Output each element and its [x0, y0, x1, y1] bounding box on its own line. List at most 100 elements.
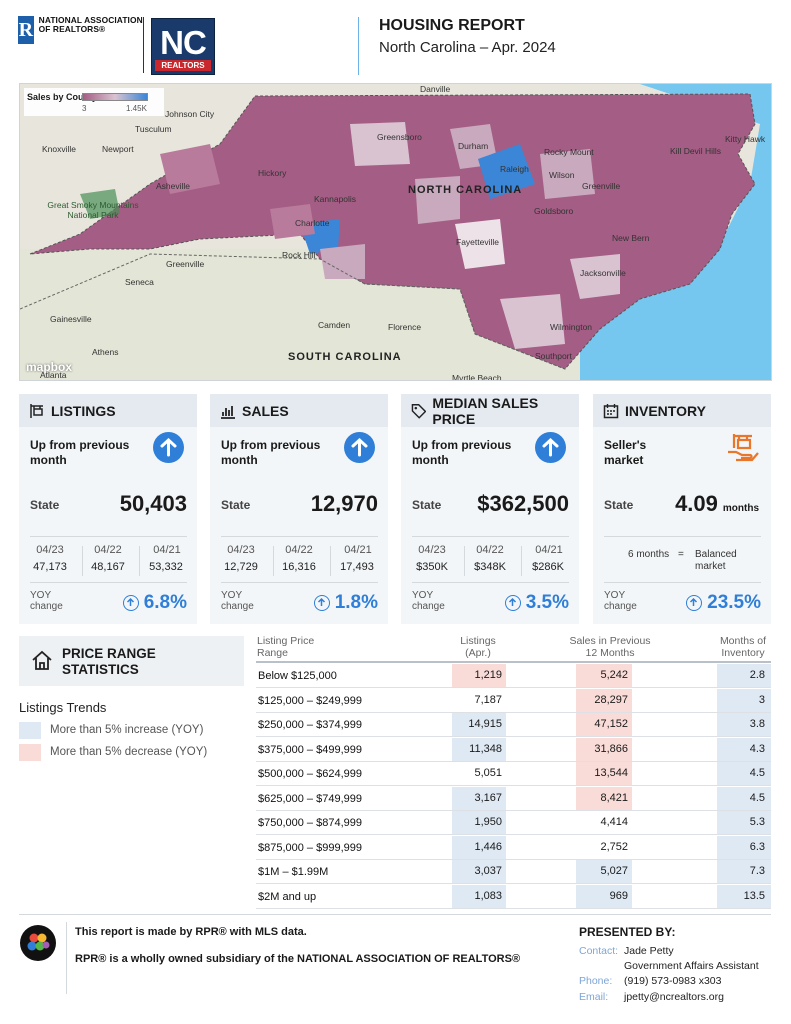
sales-cell: 5,027 — [576, 860, 632, 883]
sales-card-title: SALES — [242, 402, 289, 419]
county-wilmington — [500, 294, 565, 349]
map-place-label: Gainesville — [50, 314, 92, 324]
balanced-right: Balanced market — [695, 549, 737, 572]
footer-vertical-divider — [66, 922, 67, 994]
nar-logo: R NATIONAL ASSOCIATION OF REALTORS® — [18, 16, 143, 50]
map-place-label: Newport — [102, 144, 134, 154]
median-price-yoy: 3.5% — [504, 592, 569, 614]
months-inventory-cell: 4.3 — [717, 737, 771, 761]
arrow-up-icon — [344, 432, 375, 463]
inventory-yoy: 23.5% — [686, 592, 761, 614]
decrease-swatch — [19, 744, 41, 761]
contact-name: Jade Petty — [624, 945, 674, 957]
divider — [464, 546, 465, 576]
map-state-label: NORTH CAROLINA — [408, 184, 523, 196]
divider — [330, 546, 331, 576]
map-place-label: Greensboro — [377, 132, 422, 142]
county-fayetteville[interactable] — [455, 219, 505, 269]
arrow-up-circle-icon — [122, 595, 139, 611]
table-row: $750,000 – $874,999 1,950 4,414 5.3 — [256, 811, 771, 835]
price-range-cell: $2M and up — [258, 890, 317, 903]
increase-legend-label: More than 5% increase (YOY) — [50, 724, 204, 736]
months-inventory-cell: 13.5 — [717, 884, 771, 908]
listing-sign-icon — [30, 403, 43, 418]
table-row: $2M and up 1,083 969 13.5 — [256, 884, 771, 909]
county-gaston — [270, 204, 315, 239]
median-price-card: MEDIAN SALES PRICE Up from previous mont… — [401, 394, 579, 624]
divider — [412, 582, 569, 583]
inventory-card: INVENTORY Seller's market State 4.09 mon… — [593, 394, 771, 624]
listings-card-title: LISTINGS — [51, 402, 116, 419]
nc-logo-sub: REALTORS — [155, 60, 211, 71]
map-place-label: Fayetteville — [456, 237, 499, 247]
presented-by: PRESENTED BY: — [579, 925, 676, 939]
table-row: $375,000 – $499,999 11,348 31,866 4.3 — [256, 737, 771, 762]
listings-period-1: 04/23 — [36, 544, 64, 556]
county-greensboro[interactable] — [350, 122, 410, 166]
price-range-cell: $1M – $1.99M — [258, 866, 329, 878]
listings-yoy-value: 6.8% — [143, 592, 187, 613]
listings-cell: 1,219 — [452, 664, 506, 687]
inventory-card-header: INVENTORY — [593, 394, 771, 427]
map-place-label: Knoxville — [42, 144, 77, 154]
listings-card: LISTINGS Up from previous month State 50… — [19, 394, 197, 624]
listings-trend-text: Up from previous month — [30, 438, 130, 467]
listings-state-label: State — [30, 498, 60, 512]
nc-logo-main: NC — [160, 24, 207, 61]
map-place-label: New Bern — [612, 233, 650, 243]
median-price-value-2: $348K — [474, 561, 506, 573]
median-price-value-3: $286K — [532, 561, 564, 573]
mapbox-attribution[interactable]: mapbox — [26, 360, 73, 374]
balanced-eq: = — [678, 549, 684, 560]
sales-cell: 28,297 — [576, 688, 632, 712]
divider — [30, 536, 187, 537]
map-place-label: Kannapolis — [314, 194, 357, 204]
sales-cell: 8,421 — [576, 786, 632, 810]
median-price-trend-text: Up from previous month — [412, 438, 512, 467]
county-raleigh[interactable] — [478, 144, 535, 199]
arrow-up-circle-icon — [504, 595, 521, 611]
map-place-label: Jacksonville — [580, 268, 626, 278]
map-legend-max: 1.45K — [126, 104, 147, 113]
sales-cell: 969 — [576, 884, 632, 908]
table-row: $625,000 – $749,999 3,167 8,421 4.5 — [256, 786, 771, 811]
county-union — [320, 244, 365, 279]
listings-yoy: 6.8% — [122, 592, 187, 614]
months-inventory-cell: 4.5 — [717, 786, 771, 810]
col-header-listings: Listings (Apr.) — [460, 635, 496, 659]
listings-yoy-label: YOY change — [30, 590, 63, 612]
map-place-label: Raleigh — [500, 164, 529, 174]
sales-card-header: SALES — [210, 394, 388, 427]
inventory-yoy-value: 23.5% — [707, 592, 761, 613]
median-price-card-title: MEDIAN SALES PRICE — [432, 394, 539, 427]
contact-title: Government Affairs Assistant — [624, 960, 759, 972]
map-legend-gradient — [82, 93, 148, 101]
phone-value[interactable]: (919) 573-0983 x303 — [624, 975, 722, 987]
sc-state-line — [20, 253, 566, 370]
months-inventory-cell: 6.3 — [717, 835, 771, 859]
listings-cell: 3,167 — [452, 786, 506, 810]
map-place-label: Athens — [92, 347, 119, 357]
price-tag-icon — [411, 403, 427, 419]
inventory-yoy-label: YOY change — [604, 590, 637, 612]
listings-cell: 1,083 — [452, 884, 506, 908]
email-value[interactable]: jpetty@ncrealtors.org — [624, 991, 724, 1003]
map-place-label: Tusculum — [135, 124, 172, 134]
sales-yoy-label: YOY change — [221, 590, 254, 612]
median-price-state-label: State — [412, 498, 442, 512]
price-range-cell: $625,000 – $749,999 — [258, 792, 362, 805]
listings-cell: 14,915 — [452, 713, 506, 736]
contact-label: Contact: — [579, 945, 619, 957]
bar-chart-icon — [221, 405, 235, 419]
nar-r-mark-icon: R — [18, 16, 34, 44]
sales-cell: 47,152 — [576, 713, 632, 736]
inventory-state-value: 4.09 — [675, 491, 718, 516]
sales-by-county-map[interactable]: Sales by County 3 1.45K NORTH CAROLINA S… — [19, 83, 772, 381]
divider — [521, 546, 522, 576]
nc-realtors-logo: NC REALTORS — [151, 18, 215, 75]
map-place-label: Hickory — [258, 168, 287, 178]
report-subtitle: North Carolina – Apr. 2024 — [379, 39, 556, 56]
months-inventory-cell: 5.3 — [717, 811, 771, 834]
county-central — [415, 176, 460, 224]
divider — [412, 536, 569, 537]
